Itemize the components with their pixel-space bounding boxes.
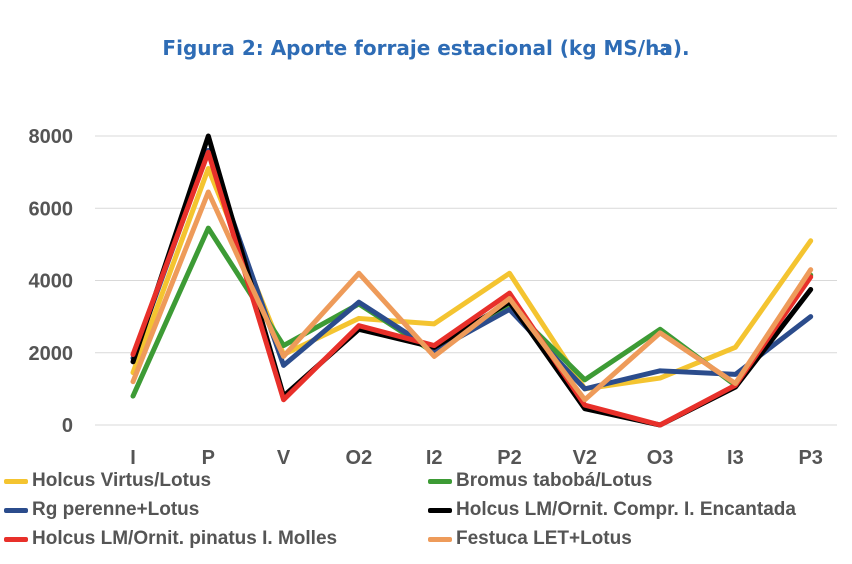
series-lines bbox=[130, 133, 814, 428]
legend-swatch bbox=[428, 478, 452, 484]
y-tick-label: 0 bbox=[62, 415, 73, 437]
x-tick-label: P bbox=[202, 447, 215, 469]
series-line-6 bbox=[130, 189, 814, 403]
legend-item: Holcus LM/Ornit. Compr. I. Encantada bbox=[428, 497, 796, 523]
legend-swatch bbox=[4, 478, 28, 484]
legend-item: Festuca LET+Lotus bbox=[428, 526, 632, 552]
x-tick-label: V2 bbox=[573, 447, 597, 469]
y-tick-label: 2000 bbox=[29, 343, 74, 365]
legend-item: Holcus LM/Ornit. pinatus I. Molles bbox=[4, 526, 337, 552]
gridlines bbox=[95, 135, 837, 426]
x-tick-label: P2 bbox=[497, 447, 521, 469]
x-tick-label: O2 bbox=[346, 447, 373, 469]
legend-swatch bbox=[4, 536, 28, 542]
legend-label: Holcus LM/Ornit. pinatus I. Molles bbox=[32, 528, 338, 549]
legend-label: Festuca LET+Lotus bbox=[456, 528, 632, 549]
legend-swatch bbox=[428, 507, 452, 513]
legend-swatch bbox=[4, 507, 28, 513]
x-tick-label: I2 bbox=[426, 447, 443, 469]
x-tick-label: V bbox=[277, 447, 291, 469]
series-line-1 bbox=[130, 166, 814, 392]
x-tick-label: I3 bbox=[727, 447, 744, 469]
y-axis-tick-labels: 0 2000 4000 6000 8000 bbox=[29, 126, 74, 437]
chart-title: Figura 2: Aporte forraje estacional (kg … bbox=[162, 36, 673, 60]
chart-title-superscript: -1 bbox=[657, 44, 672, 59]
legend-item: Holcus Virtus/Lotus bbox=[4, 468, 211, 494]
chart-title-block: Figura 2: Aporte forraje estacional (kg … bbox=[0, 36, 852, 60]
series-line-5 bbox=[130, 149, 814, 428]
x-tick-label: P3 bbox=[798, 447, 822, 469]
legend-label: Holcus Virtus/Lotus bbox=[32, 470, 212, 491]
legend-swatch bbox=[428, 536, 452, 542]
legend-label: Rg perenne+Lotus bbox=[32, 499, 200, 520]
legend-item: Bromus tabobá/Lotus bbox=[428, 468, 652, 494]
x-axis-tick-labels: I P V O2 I2 P2 V2 O3 I3 P3 bbox=[130, 447, 823, 469]
x-tick-label: I bbox=[130, 447, 136, 469]
chart-legend: Holcus Virtus/Lotus Bromus tabobá/Lotus Rg… bbox=[0, 466, 852, 564]
x-tick-label: O3 bbox=[647, 447, 674, 469]
line-chart: 0 2000 4000 6000 8000 I P V O2 I2 P2 V2 O3 I3 P3 bbox=[29, 126, 837, 469]
legend-item: Rg perenne+Lotus bbox=[4, 497, 199, 523]
chart-title-end: ). bbox=[672, 36, 690, 60]
legend-label: Bromus tabobá/Lotus bbox=[456, 470, 653, 491]
y-tick-label: 8000 bbox=[29, 126, 74, 148]
y-tick-label: 6000 bbox=[29, 198, 74, 220]
y-tick-label: 4000 bbox=[29, 271, 74, 293]
legend-label: Holcus LM/Ornit. Compr. I. Encantada bbox=[456, 499, 796, 520]
